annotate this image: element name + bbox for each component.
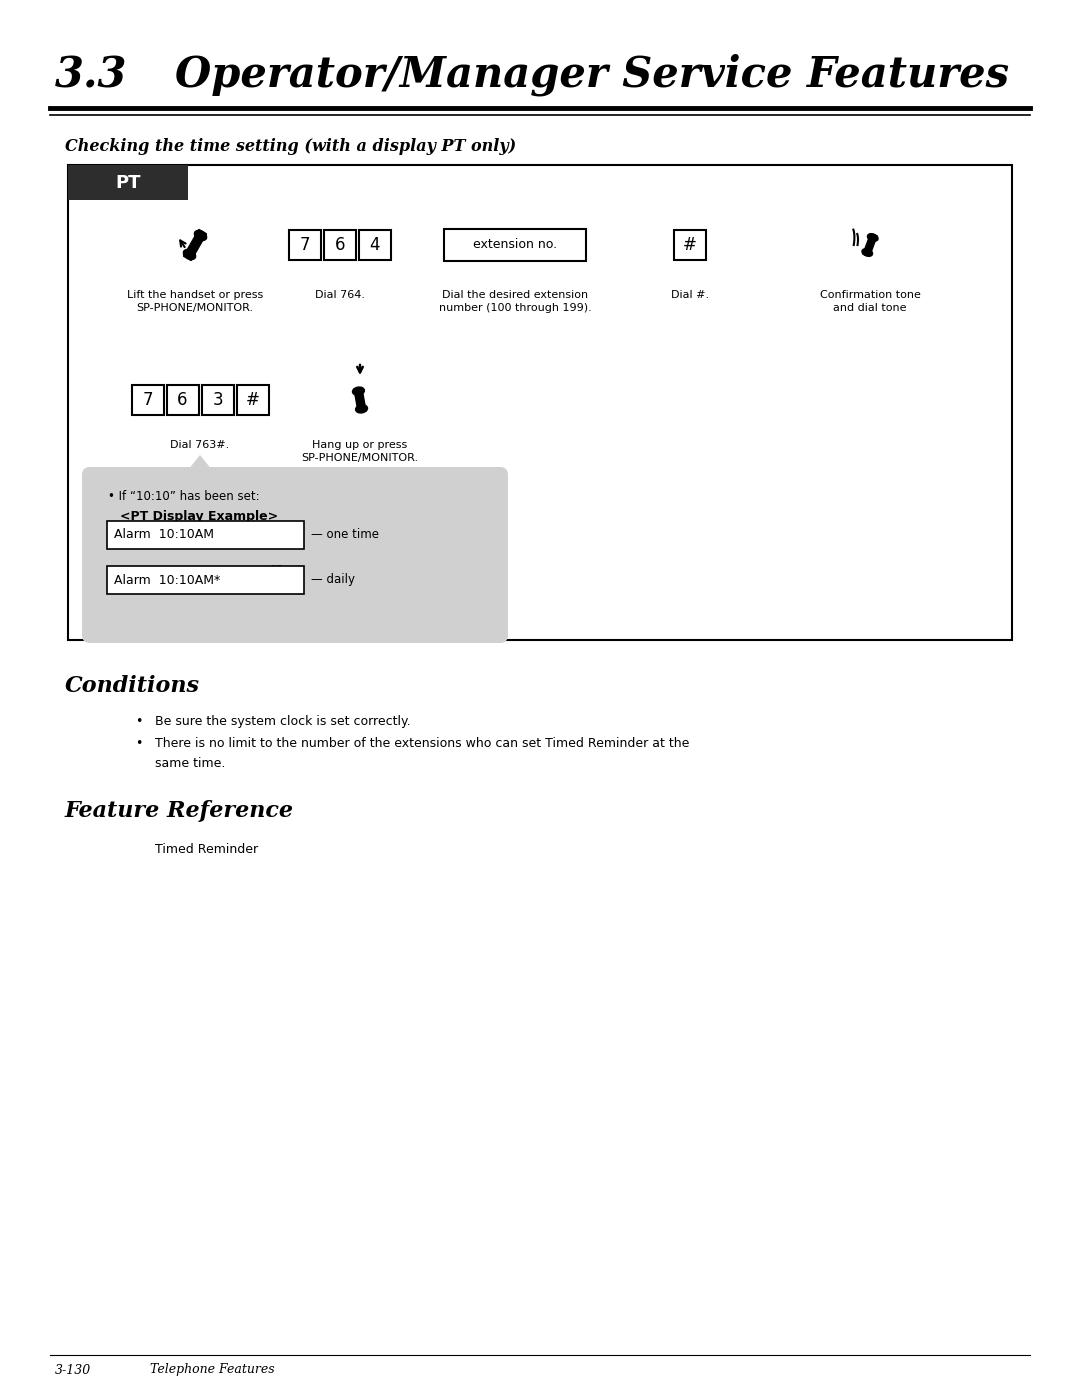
Text: •: •: [135, 738, 143, 750]
Text: 6: 6: [335, 236, 346, 254]
Text: same time.: same time.: [156, 757, 226, 770]
Polygon shape: [863, 233, 877, 257]
FancyBboxPatch shape: [82, 467, 508, 643]
FancyBboxPatch shape: [68, 165, 188, 200]
Text: There is no limit to the number of the extensions who can set Timed Reminder at : There is no limit to the number of the e…: [156, 738, 689, 750]
Text: 7: 7: [143, 391, 152, 409]
Text: Confirmation tone
and dial tone: Confirmation tone and dial tone: [820, 291, 920, 313]
Text: •: •: [135, 715, 143, 728]
Text: Telephone Features: Telephone Features: [150, 1363, 274, 1376]
Text: PT: PT: [116, 173, 140, 191]
FancyBboxPatch shape: [107, 521, 303, 549]
FancyBboxPatch shape: [68, 165, 1012, 640]
Text: #: #: [245, 391, 259, 409]
Text: or: or: [269, 562, 281, 576]
Text: Hang up or press
SP-PHONE/MONITOR.: Hang up or press SP-PHONE/MONITOR.: [301, 440, 419, 464]
Text: 3: 3: [212, 391, 222, 409]
Ellipse shape: [352, 387, 364, 395]
FancyBboxPatch shape: [444, 229, 586, 261]
Ellipse shape: [862, 249, 873, 256]
Text: Conditions: Conditions: [65, 675, 200, 697]
Ellipse shape: [194, 231, 206, 240]
Text: #: #: [683, 236, 697, 254]
FancyBboxPatch shape: [107, 566, 303, 594]
Polygon shape: [354, 387, 366, 412]
Polygon shape: [184, 229, 206, 260]
Text: • If “10:10” has been set:: • If “10:10” has been set:: [108, 490, 259, 503]
Text: — one time: — one time: [311, 528, 379, 542]
Text: Lift the handset or press
SP-PHONE/MONITOR.: Lift the handset or press SP-PHONE/MONIT…: [126, 291, 264, 313]
Text: Alarm  10:10AM: Alarm 10:10AM: [114, 528, 214, 542]
Text: Alarm  10:10AM*: Alarm 10:10AM*: [114, 574, 220, 587]
FancyBboxPatch shape: [166, 386, 199, 415]
FancyBboxPatch shape: [237, 386, 269, 415]
FancyBboxPatch shape: [359, 231, 391, 260]
Text: 4: 4: [369, 236, 380, 254]
Text: 3.3: 3.3: [55, 54, 127, 96]
Text: Dial 764.: Dial 764.: [315, 291, 365, 300]
Text: Be sure the system clock is set correctly.: Be sure the system clock is set correctl…: [156, 715, 410, 728]
Text: 3-130: 3-130: [55, 1363, 91, 1376]
Text: <PT Display Example>: <PT Display Example>: [120, 510, 279, 522]
FancyBboxPatch shape: [202, 386, 233, 415]
Text: Dial the desired extension
number (100 through 199).: Dial the desired extension number (100 t…: [438, 291, 592, 313]
Ellipse shape: [867, 233, 878, 242]
FancyBboxPatch shape: [289, 231, 321, 260]
Text: 6: 6: [177, 391, 188, 409]
FancyBboxPatch shape: [132, 386, 163, 415]
Text: Operator/Manager Service Features: Operator/Manager Service Features: [175, 53, 1009, 96]
Text: Feature Reference: Feature Reference: [65, 800, 294, 821]
Ellipse shape: [184, 250, 195, 260]
Text: Timed Reminder: Timed Reminder: [156, 842, 258, 856]
FancyBboxPatch shape: [674, 231, 706, 260]
Text: — daily: — daily: [311, 574, 355, 587]
Polygon shape: [184, 455, 216, 475]
Ellipse shape: [355, 405, 367, 414]
Text: extension no.: extension no.: [473, 239, 557, 251]
Text: Dial #.: Dial #.: [671, 291, 710, 300]
Text: Checking the time setting (with a display PT only): Checking the time setting (with a displa…: [65, 138, 516, 155]
Text: 7: 7: [300, 236, 310, 254]
FancyBboxPatch shape: [324, 231, 356, 260]
Text: Dial 763#.: Dial 763#.: [171, 440, 230, 450]
